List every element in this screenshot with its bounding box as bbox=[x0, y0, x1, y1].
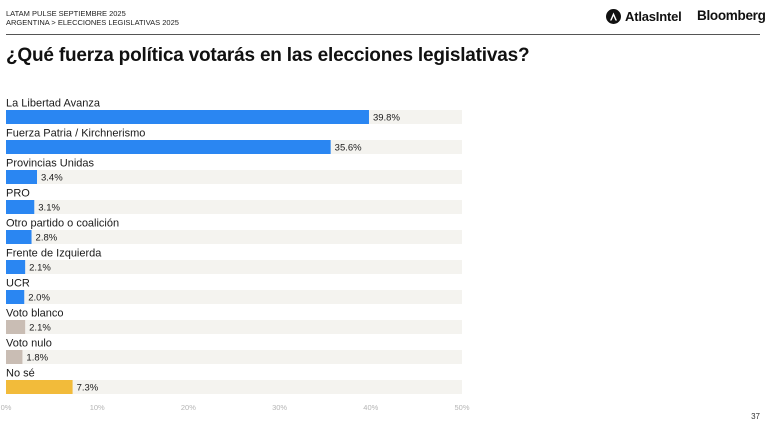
header-divider bbox=[6, 34, 760, 35]
bar-track bbox=[6, 290, 462, 304]
bar-track bbox=[6, 320, 462, 334]
bar-track bbox=[6, 170, 462, 184]
data-label: 39.8% bbox=[373, 113, 400, 124]
bar bbox=[6, 380, 73, 394]
bar-track bbox=[6, 230, 462, 244]
page-number: 37 bbox=[751, 412, 760, 421]
category-label: Voto blanco bbox=[6, 308, 64, 320]
data-label: 35.6% bbox=[335, 143, 362, 154]
data-label: 2.1% bbox=[29, 263, 51, 274]
bar bbox=[6, 110, 369, 124]
x-tick-label: 40% bbox=[363, 403, 378, 412]
data-label: 1.8% bbox=[26, 353, 48, 364]
x-tick-label: 10% bbox=[90, 403, 105, 412]
x-tick-label: 20% bbox=[181, 403, 196, 412]
x-tick-label: 50% bbox=[454, 403, 469, 412]
x-tick-label: 30% bbox=[272, 403, 287, 412]
category-label: Fuerza Patria / Kirchnerismo bbox=[6, 128, 145, 140]
bloomberg-logo: Bloomberg bbox=[697, 8, 766, 23]
page-title: ¿Qué fuerza política votarás en las elec… bbox=[6, 45, 530, 66]
header-line-1: LATAM PULSE SEPTIEMBRE 2025 bbox=[6, 9, 126, 18]
category-label: No sé bbox=[6, 368, 35, 380]
bar bbox=[6, 170, 38, 184]
bar-track bbox=[6, 260, 462, 274]
data-label: 7.3% bbox=[77, 383, 99, 394]
data-label: 2.8% bbox=[36, 233, 58, 244]
category-label: La Libertad Avanza bbox=[6, 98, 101, 110]
bar bbox=[6, 140, 331, 154]
bar bbox=[6, 350, 23, 364]
category-label: UCR bbox=[6, 278, 30, 290]
bar-track bbox=[6, 200, 462, 214]
data-label: 3.1% bbox=[38, 203, 60, 214]
bar bbox=[6, 320, 26, 334]
category-label: Otro partido o coalición bbox=[6, 218, 119, 230]
bar bbox=[6, 290, 25, 304]
header-line-2: ARGENTINA > ELECCIONES LEGISLATIVAS 2025 bbox=[6, 18, 179, 27]
data-label: 2.1% bbox=[29, 323, 51, 334]
bar-track bbox=[6, 350, 462, 364]
bar-track bbox=[6, 380, 462, 394]
category-label: Provincias Unidas bbox=[6, 158, 95, 170]
x-tick-label: 0% bbox=[1, 403, 12, 412]
category-label: PRO bbox=[6, 188, 30, 200]
bar bbox=[6, 230, 32, 244]
data-label: 2.0% bbox=[28, 293, 50, 304]
category-label: Frente de Izquierda bbox=[6, 248, 102, 260]
data-label: 3.4% bbox=[41, 173, 63, 184]
atlasintel-logo-text: AtlasIntel bbox=[625, 8, 682, 24]
atlasintel-logo: AtlasIntel bbox=[606, 8, 682, 24]
category-label: Voto nulo bbox=[6, 338, 52, 350]
atlasintel-logo-icon bbox=[606, 8, 621, 24]
bar bbox=[6, 260, 26, 274]
bar bbox=[6, 200, 35, 214]
